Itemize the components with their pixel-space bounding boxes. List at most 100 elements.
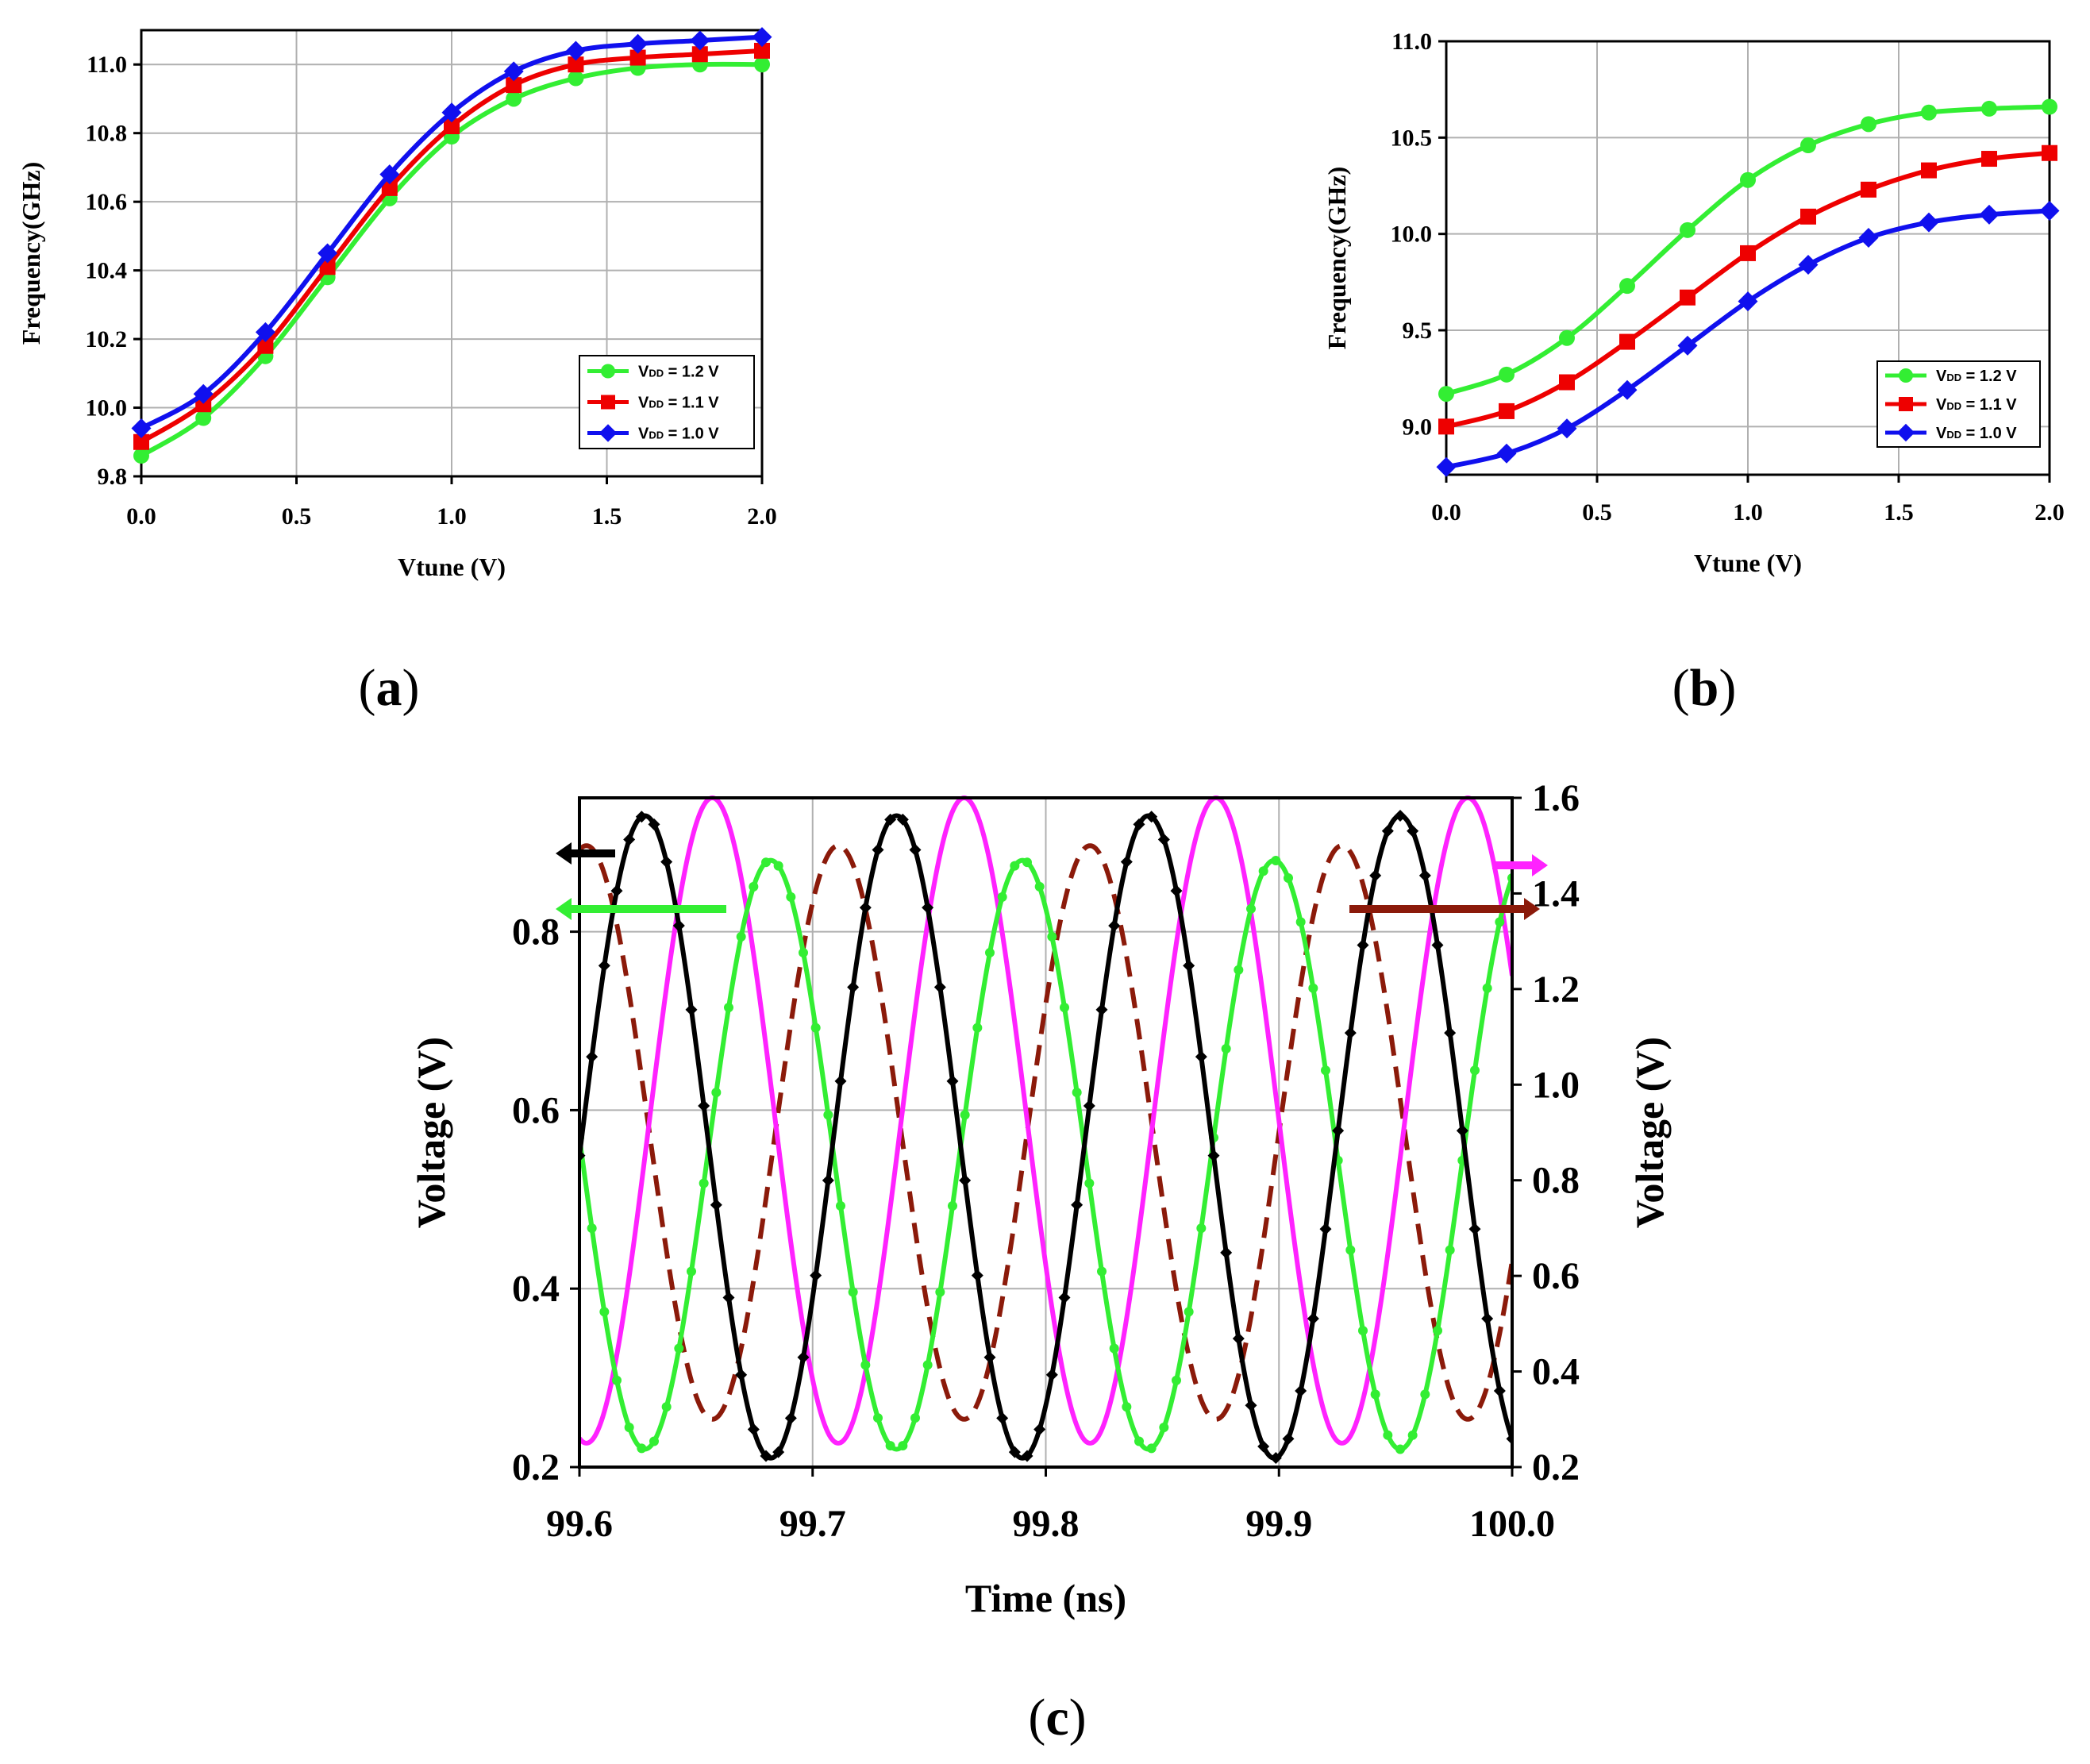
x-tick-label: 1.5 [592, 503, 622, 530]
data-point [997, 892, 1007, 902]
data-point [1022, 857, 1032, 868]
data-point [752, 27, 772, 48]
legend-marker [1896, 423, 1915, 442]
data-point [637, 1443, 647, 1454]
x-axis-label: Vtune (V) [398, 553, 506, 581]
legend-label: VDD = 1.1 V [638, 395, 719, 412]
y-left-tick-label: 0.8 [512, 911, 560, 953]
data-point [1345, 1245, 1356, 1255]
arrow-head [1524, 898, 1540, 920]
data-point [1122, 1402, 1132, 1412]
data-point [1800, 137, 1816, 154]
data-point [1257, 1440, 1270, 1453]
data-point [972, 1023, 983, 1033]
data-point [810, 1023, 821, 1033]
series-red [1438, 144, 2057, 435]
data-point [1269, 1451, 1282, 1464]
data-point [1680, 289, 1695, 306]
chart-a: 0.0 0.5 1.0 1.5 2.0 9.8 10.0 10.2 10.4 10.6 10.8 11… [17, 27, 777, 581]
x-tick-label: 1.0 [437, 503, 467, 530]
data-point [1557, 418, 1577, 439]
panel-label-paren: ) [402, 659, 420, 717]
data-point [761, 857, 771, 868]
data-point [1381, 825, 1394, 838]
series-green [133, 56, 770, 464]
data-point [1619, 333, 1635, 350]
data-point [193, 383, 214, 404]
y-right-tick-label: 0.8 [1532, 1160, 1580, 1202]
series-green [1438, 98, 2057, 402]
data-point [1861, 116, 1876, 133]
legend-label-rest: = 1.0 V [1961, 425, 2017, 442]
x-tick-label: 0.5 [1582, 499, 1612, 526]
data-point [1431, 938, 1444, 951]
series-red [133, 42, 770, 450]
y-tick-label: 11.0 [1391, 29, 1432, 55]
data-point [1468, 1223, 1481, 1235]
data-point [1109, 1343, 1119, 1354]
data-point [1095, 1003, 1108, 1016]
data-point [133, 448, 149, 464]
data-point [661, 1402, 672, 1412]
panel-label-c: (c) [1028, 1689, 1086, 1747]
data-point [565, 40, 586, 61]
data-point [687, 1266, 696, 1277]
legend-label-sub: DD [1946, 429, 1961, 441]
data-point [1183, 959, 1195, 972]
data-point [935, 1287, 945, 1297]
data-point [910, 1413, 920, 1423]
y-right-tick-label: 1.2 [1532, 969, 1580, 1011]
legend-label-rest: = 1.0 V [664, 426, 719, 443]
data-point [255, 322, 275, 342]
data-point [711, 1088, 722, 1098]
chart-b: 0.0 0.5 1.0 1.5 2.0 9.0 9.5 10.0 10.5 11.0 Vtune (… [1322, 29, 2065, 577]
data-point [2042, 98, 2057, 115]
data-point [1394, 809, 1407, 822]
data-point [1072, 1088, 1082, 1098]
axis-arrow-brown [1349, 898, 1540, 920]
data-point [698, 1100, 710, 1112]
data-point [1195, 1050, 1207, 1063]
data-point [898, 1441, 908, 1451]
data-point [1798, 254, 1819, 275]
data-point [624, 1422, 634, 1432]
data-point [1108, 919, 1121, 932]
data-point [672, 919, 685, 932]
data-point [1677, 335, 1698, 356]
x-tick-label: 1.0 [1733, 499, 1763, 526]
data-point [983, 1351, 996, 1364]
legend-label-sub: DD [1946, 372, 1961, 383]
data-point [1071, 1199, 1083, 1211]
data-point [195, 396, 212, 413]
data-point [896, 813, 909, 826]
y-left-tick-label: 0.6 [512, 1089, 560, 1131]
data-point [1295, 917, 1306, 927]
data-point [1134, 1436, 1144, 1446]
data-point [1172, 1375, 1181, 1385]
data-point [444, 118, 460, 135]
x-tick-label: 0.0 [1431, 499, 1461, 526]
axis-arrow-black [556, 842, 615, 865]
data-point [1344, 1026, 1357, 1039]
data-point [1159, 1422, 1169, 1432]
x-tick-label: 99.9 [1245, 1503, 1312, 1545]
data-point [1058, 1291, 1071, 1304]
data-point [1619, 278, 1635, 295]
y-right-tick-label: 1.4 [1532, 872, 1580, 915]
legend-label: VDD = 1.2 V [638, 364, 719, 381]
data-point [1438, 386, 1454, 402]
data-point [1232, 1332, 1245, 1345]
arrow-head [1532, 854, 1548, 876]
data-point [1084, 1178, 1095, 1188]
data-point [1321, 1065, 1330, 1076]
data-point [823, 1110, 833, 1120]
data-point [1738, 291, 1758, 312]
data-point [503, 61, 524, 82]
panel-label-letter: b [1690, 659, 1719, 717]
data-point [1157, 834, 1170, 846]
data-point [736, 931, 746, 942]
data-point [1034, 881, 1045, 892]
data-point [1184, 1307, 1194, 1317]
data-point [635, 811, 648, 823]
